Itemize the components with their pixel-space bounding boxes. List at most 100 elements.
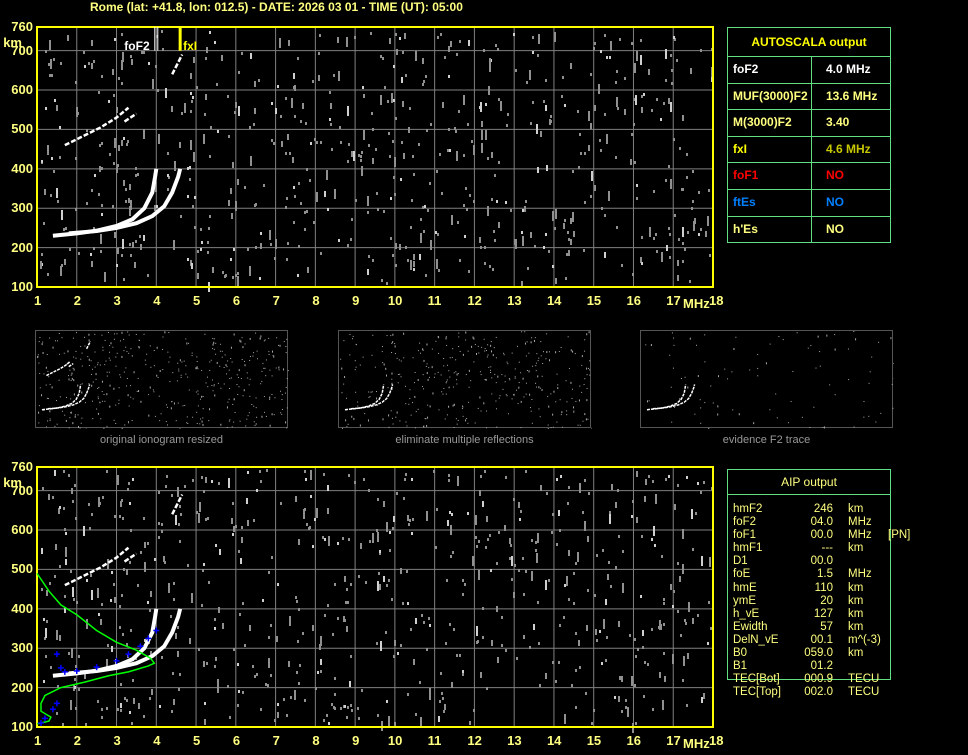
noise-dot <box>695 512 697 515</box>
noise-dot <box>453 372 455 374</box>
aip-param: hmE <box>733 581 757 594</box>
noise-dot <box>49 410 51 413</box>
noise-dot <box>429 405 431 408</box>
noise-dot <box>399 373 401 375</box>
noise-dot <box>566 253 568 256</box>
noise-dot <box>306 523 308 526</box>
noise-dot <box>203 134 205 144</box>
noise-dot <box>162 48 164 51</box>
noise-dot <box>469 194 471 197</box>
aip-row: TEC[Bot] 000.9 TECU <box>733 673 910 686</box>
noise-dot <box>135 174 137 177</box>
aip-point <box>125 651 132 658</box>
noise-dot <box>81 352 83 354</box>
noise-dot <box>129 206 131 216</box>
noise-dot <box>158 491 160 494</box>
noise-dot <box>435 546 437 549</box>
noise-dot <box>112 69 114 75</box>
noise-dot <box>127 421 129 423</box>
noise-dot <box>491 393 493 395</box>
noise-dot <box>254 81 256 87</box>
noise-dot <box>829 384 831 386</box>
noise-dot <box>354 36 356 39</box>
noise-dot <box>603 619 605 629</box>
noise-dot <box>636 197 638 200</box>
noise-dot <box>560 414 562 416</box>
noise-dot <box>634 684 636 687</box>
noise-dot <box>684 248 686 251</box>
noise-dot <box>190 92 192 95</box>
y-tick-label: 700 <box>11 42 33 58</box>
noise-dot <box>679 398 681 401</box>
noise-dot <box>159 420 161 422</box>
noise-dot <box>556 478 558 481</box>
noise-dot <box>281 413 283 415</box>
noise-dot <box>228 369 230 371</box>
noise-dot <box>680 377 682 379</box>
noise-dot <box>575 562 577 565</box>
multiple-reflection <box>64 546 130 587</box>
noise-dot <box>362 356 364 358</box>
noise-dot <box>426 424 428 427</box>
noise-dot <box>157 89 159 92</box>
noise-dot <box>213 338 215 340</box>
noise-dot <box>674 214 676 217</box>
noise-dot <box>52 346 54 349</box>
noise-dot <box>124 424 126 426</box>
noise-dot <box>476 352 478 355</box>
noise-dot <box>49 383 51 385</box>
noise-dot <box>698 233 700 236</box>
noise-dot <box>43 409 45 411</box>
noise-dot <box>103 427 105 429</box>
noise-dot <box>432 392 434 395</box>
noise-dot <box>485 546 487 549</box>
noise-dot <box>660 118 662 121</box>
noise-dot <box>232 403 234 405</box>
noise-dot <box>550 115 552 118</box>
noise-dot <box>237 276 239 286</box>
noise-dot <box>555 278 557 284</box>
noise-dot <box>173 402 175 405</box>
noise-dot <box>662 700 664 710</box>
noise-dot <box>471 140 473 143</box>
noise-dot <box>586 388 588 390</box>
noise-dot <box>106 470 108 473</box>
noise-dot <box>446 414 448 416</box>
noise-dot <box>159 370 161 373</box>
noise-dot <box>405 473 407 476</box>
noise-dot <box>104 339 106 341</box>
noise-dot <box>107 644 109 647</box>
noise-dot <box>775 393 777 395</box>
noise-dot <box>425 365 427 367</box>
noise-dot <box>709 254 711 257</box>
aip-param: hmF1 <box>733 542 763 555</box>
noise-dot <box>179 673 181 676</box>
noise-dot <box>573 572 575 575</box>
noise-dot <box>169 381 171 383</box>
noise-dot <box>648 475 650 478</box>
noise-dot <box>287 370 289 372</box>
noise-dot <box>506 395 508 397</box>
noise-dot <box>276 636 278 642</box>
aip-point <box>113 657 120 664</box>
noise-dot <box>324 614 326 617</box>
noise-dot <box>355 344 357 346</box>
noise-dot <box>153 391 155 393</box>
noise-dot <box>892 407 894 409</box>
noise-dot <box>221 356 223 358</box>
noise-dot <box>91 400 93 402</box>
noise-dot <box>668 98 670 104</box>
noise-dot <box>700 228 702 231</box>
noise-dot <box>45 107 47 110</box>
noise-dot <box>80 358 82 360</box>
noise-dot <box>617 107 619 110</box>
noise-dot <box>224 275 226 278</box>
noise-dot <box>136 390 138 392</box>
x-tick-label: 12 <box>467 293 482 308</box>
noise-dot <box>376 529 378 532</box>
noise-dot <box>123 278 125 281</box>
noise-dot <box>572 170 574 173</box>
noise-dot <box>110 342 112 345</box>
noise-dot <box>202 423 204 426</box>
noise-dot <box>260 335 262 338</box>
